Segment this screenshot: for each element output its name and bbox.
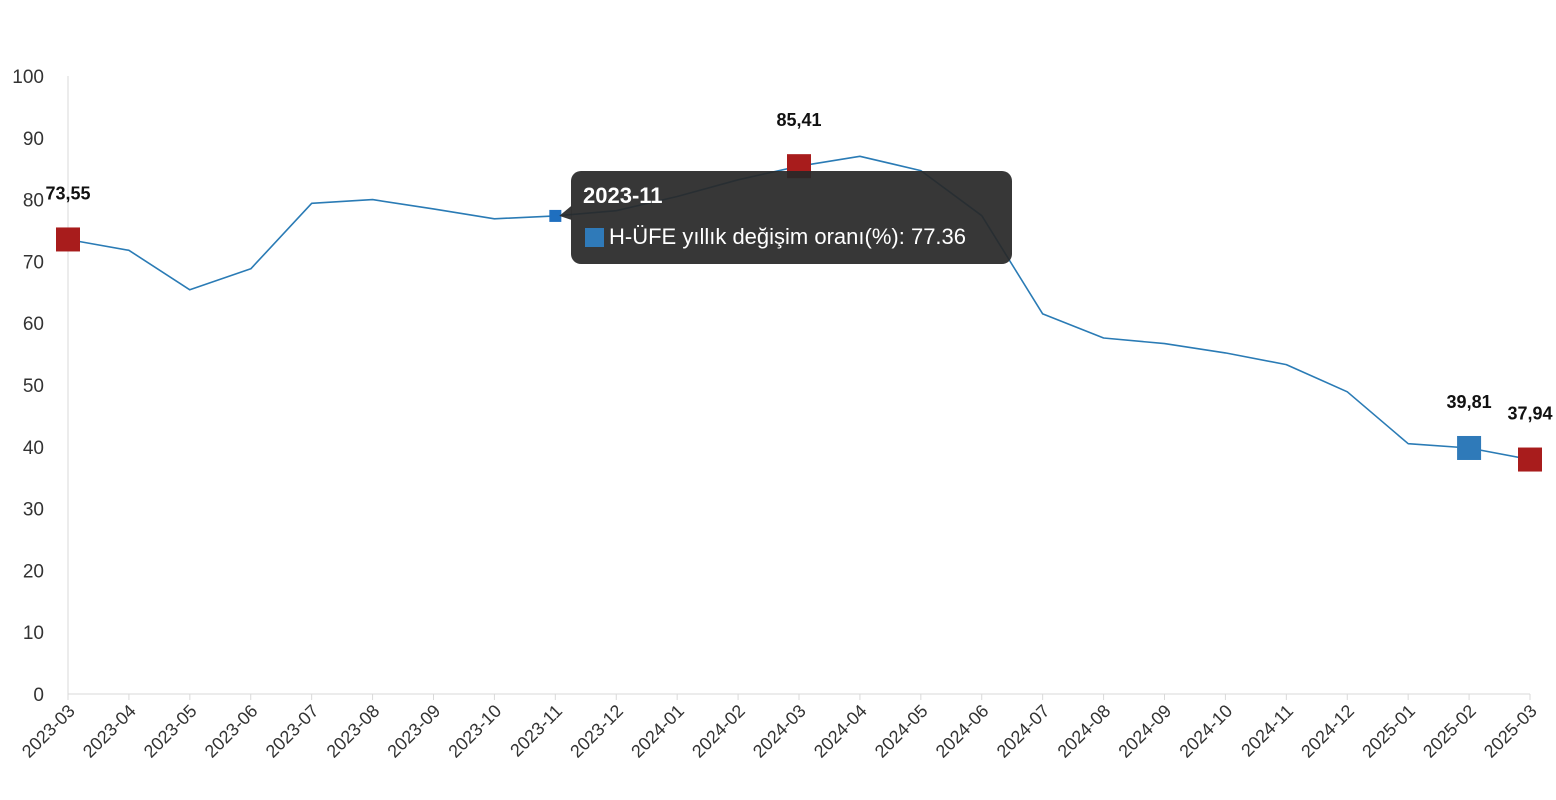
tooltip-pointer — [559, 205, 572, 220]
x-tick-label: 2025-02 — [1419, 701, 1480, 762]
y-tick-label: 10 — [23, 623, 44, 644]
x-tick-label: 2025-01 — [1358, 701, 1419, 762]
y-tick-label: 90 — [23, 129, 44, 150]
x-tick-label: 2024-05 — [871, 701, 932, 762]
x-tick-label: 2023-07 — [262, 701, 323, 762]
y-tick-label: 40 — [23, 438, 44, 459]
y-tick-label: 20 — [23, 561, 44, 582]
chart-tooltip: 2023-11 H-ÜFE yıllık değişim oranı(%): 7… — [571, 171, 1012, 264]
tooltip-row: H-ÜFE yıllık değişim oranı(%): 77.36 — [585, 224, 966, 250]
x-tick-label: 2024-12 — [1297, 701, 1358, 762]
data-labels-layer: 73,55 85,41 39,81 37,94 — [45, 110, 1552, 423]
x-tick-label: 2023-04 — [79, 701, 140, 762]
tooltip-title: 2023-11 — [583, 183, 663, 208]
x-tick-label: 2023-09 — [383, 701, 444, 762]
x-tick-label: 2024-06 — [932, 701, 993, 762]
x-tick-label: 2023-12 — [566, 701, 627, 762]
tooltip-separator: : — [898, 224, 911, 249]
x-axis: 2023-03 2023-04 2023-05 2023-06 2023-07 2023-… — [18, 693, 1541, 762]
y-tick-label: 70 — [23, 252, 44, 273]
y-tick-label: 100 — [12, 67, 44, 88]
x-tick-label: 2024-07 — [993, 701, 1054, 762]
y-axis: 0 10 20 30 40 50 60 70 80 90 100 — [12, 67, 69, 706]
x-tick-label: 2023-03 — [18, 701, 79, 762]
y-tick-label: 80 — [23, 191, 44, 212]
data-label: 39,81 — [1447, 392, 1492, 412]
y-tick-label: 0 — [33, 685, 44, 706]
x-tick-label: 2024-02 — [688, 701, 749, 762]
tooltip-series-name: H-ÜFE yıllık değişim oranı(%) — [609, 224, 899, 249]
data-label: 37,94 — [1507, 404, 1552, 424]
x-tick-label: 2024-09 — [1114, 701, 1175, 762]
y-tick-label: 30 — [23, 500, 44, 521]
y-tick-label: 50 — [23, 376, 44, 397]
x-tick-label: 2023-05 — [140, 701, 201, 762]
x-tick-label: 2024-11 — [1237, 701, 1297, 761]
x-tick-label: 2025-03 — [1480, 701, 1541, 762]
highlight-marker[interactable] — [1457, 435, 1482, 460]
x-tick-label: 2023-08 — [323, 701, 384, 762]
tooltip-series-swatch — [585, 227, 604, 247]
y-tick-label: 60 — [23, 314, 44, 335]
highlight-marker[interactable] — [56, 227, 80, 252]
x-tick-label: 2023-11 — [506, 701, 566, 761]
data-label: 85,41 — [776, 110, 821, 130]
markers-layer — [56, 154, 1542, 472]
data-label: 73,55 — [45, 183, 90, 203]
x-tick-label: 2024-04 — [810, 701, 871, 762]
x-tick-label: 2023-06 — [201, 701, 262, 762]
x-tick-label: 2024-10 — [1175, 701, 1236, 762]
tooltip-value: 77.36 — [910, 224, 967, 249]
x-tick-label: 2024-01 — [627, 701, 688, 762]
x-tick-label: 2024-03 — [749, 701, 810, 762]
hover-marker[interactable] — [549, 209, 562, 222]
highlight-marker[interactable] — [1518, 447, 1542, 472]
x-tick-label: 2024-08 — [1054, 701, 1115, 762]
x-tick-label: 2023-10 — [444, 701, 505, 762]
